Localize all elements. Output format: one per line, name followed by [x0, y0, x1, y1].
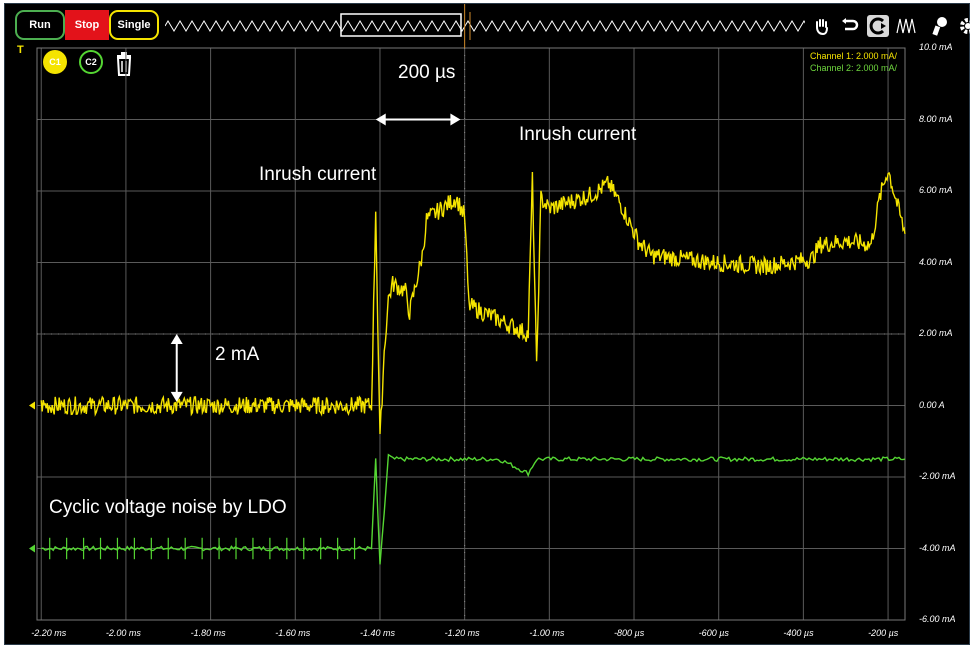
x-tick-label: -600 µs — [698, 628, 729, 638]
x-tick-label: -800 µs — [614, 628, 645, 638]
time-span-arrow-head-right — [450, 113, 461, 126]
x-tick-label: -200 µs — [868, 628, 899, 638]
toolbar-right — [811, 12, 974, 40]
y-tick-label: 8.00 mA — [919, 113, 953, 124]
amplitude-arrow-head-top — [170, 334, 183, 344]
channel-2-ground-marker — [29, 544, 35, 553]
waveform-overview-bar[interactable] — [165, 12, 805, 40]
x-tick-label: -1.80 ms — [190, 628, 226, 638]
single-button[interactable]: Single — [109, 10, 159, 40]
amplitude-arrow-head-bottom — [170, 391, 183, 402]
x-tick-label: -2.00 ms — [105, 628, 141, 638]
y-tick-label: -4.00 mA — [919, 542, 956, 553]
x-tick-label: -1.60 ms — [275, 628, 311, 638]
y-tick-label: 4.00 mA — [919, 256, 953, 267]
overview-viewport-window[interactable] — [340, 13, 462, 37]
channel-1-toggle[interactable]: C1 — [43, 50, 67, 74]
zoom-cursor-icon[interactable] — [867, 15, 889, 37]
waveform-icon[interactable] — [895, 15, 917, 37]
legend-channel-2: Channel 2: 2.000 mA/ — [809, 63, 897, 73]
overview-waveform-left — [165, 20, 805, 32]
stop-button[interactable]: Stop — [65, 10, 109, 40]
oscilloscope-panel: Run Stop Single — [4, 3, 974, 645]
annotation-inrush-1: Inrush current — [259, 164, 377, 185]
x-tick-label: -400 µs — [783, 628, 814, 638]
x-tick-label: -1.40 ms — [359, 628, 395, 638]
annotation-amplitude: 2 mA — [215, 344, 260, 365]
undo-icon[interactable] — [839, 15, 861, 37]
run-button[interactable]: Run — [15, 10, 65, 40]
x-tick-label: -1.20 ms — [444, 628, 480, 638]
hand-pan-icon[interactable] — [811, 15, 833, 37]
x-tick-label: -2.20 ms — [31, 628, 67, 638]
channel-2-toggle[interactable]: C2 — [79, 50, 103, 74]
y-tick-label: -6.00 mA — [919, 614, 956, 624]
channel-1-trace — [40, 171, 906, 435]
trigger-marker: T — [17, 44, 24, 56]
y-tick-label: 2.00 mA — [919, 328, 953, 338]
y-tick-label: 10.0 mA — [919, 42, 953, 52]
time-span-arrow-head-left — [375, 113, 386, 126]
annotation-time-span: 200 µs — [398, 62, 456, 83]
annotation-noise: Cyclic voltage noise by LDO — [49, 497, 287, 518]
annotation-inrush-2: Inrush current — [519, 124, 637, 145]
legend-channel-1: Channel 1: 2.000 mA/ — [809, 51, 897, 61]
channel-1-ground-marker — [29, 401, 35, 410]
y-tick-label: 6.00 mA — [919, 185, 953, 195]
waveform-plot[interactable] — [5, 4, 969, 644]
x-tick-label: -1.00 ms — [529, 628, 565, 638]
y-tick-label: -2.00 mA — [919, 471, 956, 481]
y-tick-label: 0.00 A — [919, 399, 945, 410]
probe-icon[interactable] — [929, 15, 951, 37]
settings-gear-icon[interactable] — [957, 15, 974, 37]
